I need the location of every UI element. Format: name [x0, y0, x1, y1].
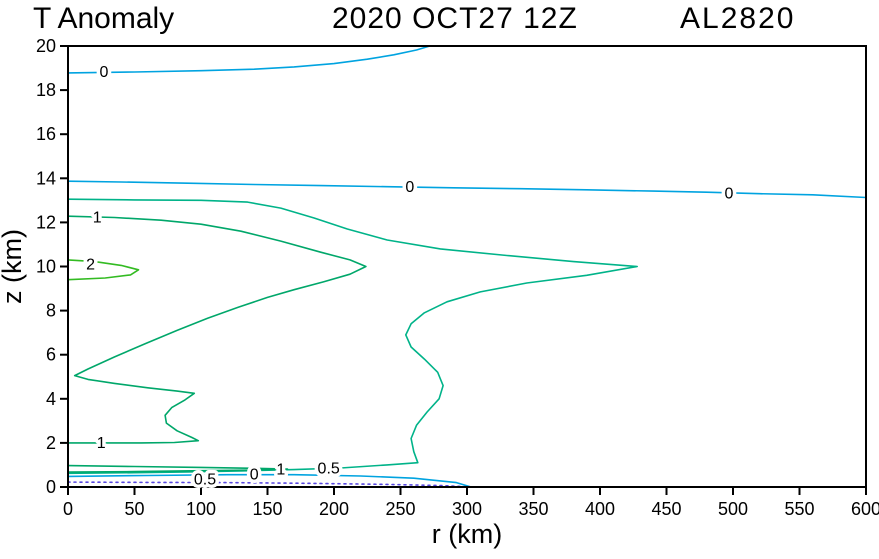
x-tick-label: 450: [651, 499, 681, 519]
contour-label: 0: [405, 179, 414, 196]
x-tick-label: 500: [718, 499, 748, 519]
x-axis-title: r (km): [432, 519, 502, 549]
contour-label: 0: [250, 467, 259, 484]
plot-title-storm-id: AL2820: [680, 2, 796, 35]
x-tick-label: 400: [585, 499, 615, 519]
y-tick-label: 16: [36, 124, 56, 144]
x-tick-label: 300: [452, 499, 482, 519]
x-tick-label: 0: [63, 499, 73, 519]
x-tick-label: 550: [784, 499, 814, 519]
contour-line-1-bottom: [67, 464, 289, 473]
y-tick-label: 14: [36, 168, 56, 188]
x-tick-label: 250: [385, 499, 415, 519]
y-tick-label: 18: [36, 80, 56, 100]
y-tick-label: 10: [36, 257, 56, 277]
x-tick-label: 200: [319, 499, 349, 519]
y-axis-title: z (km): [0, 229, 27, 304]
x-tick-label: 600: [851, 499, 879, 519]
x-tick-label: 150: [252, 499, 282, 519]
x-tick-label: 350: [518, 499, 548, 519]
y-tick-label: 4: [46, 389, 56, 409]
x-tick-label: 50: [124, 499, 144, 519]
plot-title-variable: T Anomaly: [33, 2, 175, 35]
y-tick-label: 12: [36, 212, 56, 232]
y-tick-label: 2: [46, 433, 56, 453]
plot-frame: [67, 45, 867, 488]
contour-line-2: [67, 259, 140, 281]
y-tick-label: 20: [36, 36, 56, 56]
plot-title-datetime: 2020 OCT27 12Z: [332, 2, 578, 35]
x-tick-label: 100: [186, 499, 216, 519]
contour-label: 1: [93, 209, 102, 226]
contour-line--0.5: [67, 481, 466, 488]
contour-label: 0.5: [318, 460, 340, 477]
contour-label: 1: [276, 462, 285, 479]
y-tick-label: 6: [46, 345, 56, 365]
contour-line-0-mid: [67, 180, 867, 199]
contour-line-0-bottom: [67, 473, 472, 488]
contour-label: 1: [97, 435, 106, 452]
y-tick-label: 8: [46, 301, 56, 321]
contour-label: 2: [86, 256, 95, 273]
contour-label: 0: [99, 64, 108, 81]
contour-label: 0: [725, 186, 734, 203]
contour-line-1-main: [67, 215, 367, 444]
contour-line-0-upper: [67, 45, 431, 74]
y-tick-label: 0: [46, 477, 56, 497]
contour-line-0.5-main: [67, 198, 639, 475]
contour-label: 0.5: [194, 472, 216, 489]
